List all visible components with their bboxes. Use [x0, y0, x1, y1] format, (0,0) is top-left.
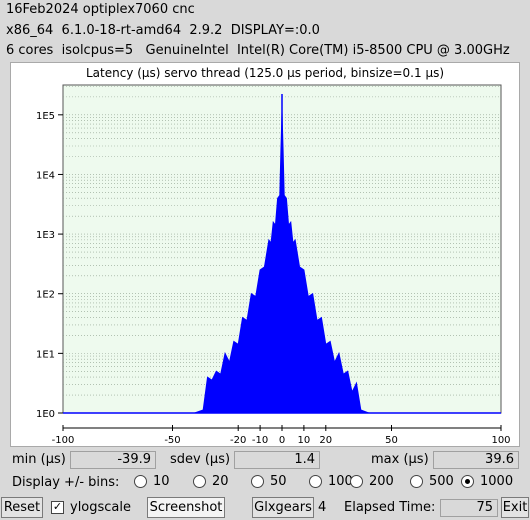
- bins-radio-200[interactable]: 200: [350, 474, 394, 492]
- x-tick-label: 0: [279, 435, 285, 446]
- x-tick-label: 10: [298, 435, 311, 446]
- radio-label: 100: [328, 474, 353, 489]
- bins-radio-100[interactable]: 100: [309, 474, 353, 492]
- x-tick-label: 100: [491, 435, 510, 446]
- x-tick-label: 50: [385, 435, 398, 446]
- reset-button[interactable]: Reset: [1, 497, 43, 518]
- radio-label: 200: [369, 474, 394, 489]
- glxgears-count: 4: [318, 500, 327, 515]
- radio-indicator: [410, 475, 423, 488]
- bins-radio-1000[interactable]: 1000: [461, 474, 513, 492]
- ylogscale-label: ylogscale: [70, 500, 132, 515]
- y-tick-label: 1E1: [36, 349, 55, 360]
- elapsed-time-field: 75: [440, 499, 498, 517]
- x-tick-label: -20: [230, 435, 246, 446]
- exit-button[interactable]: Exit: [501, 497, 529, 518]
- radio-label: 50: [270, 474, 287, 489]
- x-tick-label: -50: [164, 435, 180, 446]
- bins-radio-50[interactable]: 50: [251, 474, 287, 492]
- screenshot-button[interactable]: Screenshot: [147, 497, 225, 518]
- latency-histogram-chart: Latency (µs) servo thread (125.0 µs peri…: [10, 62, 520, 447]
- header-line-3: 6 cores isolcpus=5 GenuineIntel Intel(R)…: [6, 43, 510, 58]
- sdev-label: sdev (µs): [170, 452, 231, 467]
- radio-indicator: [350, 475, 363, 488]
- y-tick-label: 1E0: [36, 409, 55, 420]
- glxgears-button[interactable]: Glxgears: [252, 497, 314, 518]
- chart-title: Latency (µs) servo thread (125.0 µs peri…: [86, 66, 444, 80]
- display-bins-label: Display +/- bins:: [12, 475, 120, 490]
- radio-label: 1000: [480, 474, 514, 489]
- max-label: max (µs): [371, 452, 429, 467]
- header-line-1: 16Feb2024 optiplex7060 cnc: [6, 2, 195, 17]
- radio-label: 500: [429, 474, 454, 489]
- radio-indicator: [193, 475, 206, 488]
- x-tick-label: 20: [319, 435, 332, 446]
- bins-radio-10[interactable]: 10: [134, 474, 170, 492]
- radio-label: 10: [153, 474, 170, 489]
- histogram-svg: Latency (µs) servo thread (125.0 µs peri…: [36, 66, 511, 446]
- x-tick-label: -100: [52, 435, 75, 446]
- min-label: min (µs): [12, 452, 66, 467]
- bins-radio-500[interactable]: 500: [410, 474, 454, 492]
- y-tick-label: 1E5: [36, 111, 55, 122]
- radio-indicator: [461, 475, 474, 488]
- radio-indicator: [251, 475, 264, 488]
- ylogscale-checkbox[interactable]: ✓ ylogscale: [51, 499, 131, 517]
- x-tick-label: -10: [252, 435, 268, 446]
- min-value-field: -39.9: [70, 451, 156, 469]
- radio-indicator: [309, 475, 322, 488]
- sdev-value-field: 1.4: [234, 451, 320, 469]
- header-line-2: x86_64 6.1.0-18-rt-amd64 2.9.2 DISPLAY=:…: [6, 23, 320, 38]
- y-tick-label: 1E4: [36, 170, 55, 181]
- radio-label: 20: [212, 474, 229, 489]
- y-tick-label: 1E3: [36, 230, 55, 241]
- bins-radio-20[interactable]: 20: [193, 474, 229, 492]
- check-icon: ✓: [51, 500, 64, 514]
- radio-indicator: [134, 475, 147, 488]
- y-tick-label: 1E2: [36, 290, 55, 301]
- max-value-field: 39.6: [433, 451, 519, 469]
- elapsed-time-label: Elapsed Time:: [344, 500, 436, 515]
